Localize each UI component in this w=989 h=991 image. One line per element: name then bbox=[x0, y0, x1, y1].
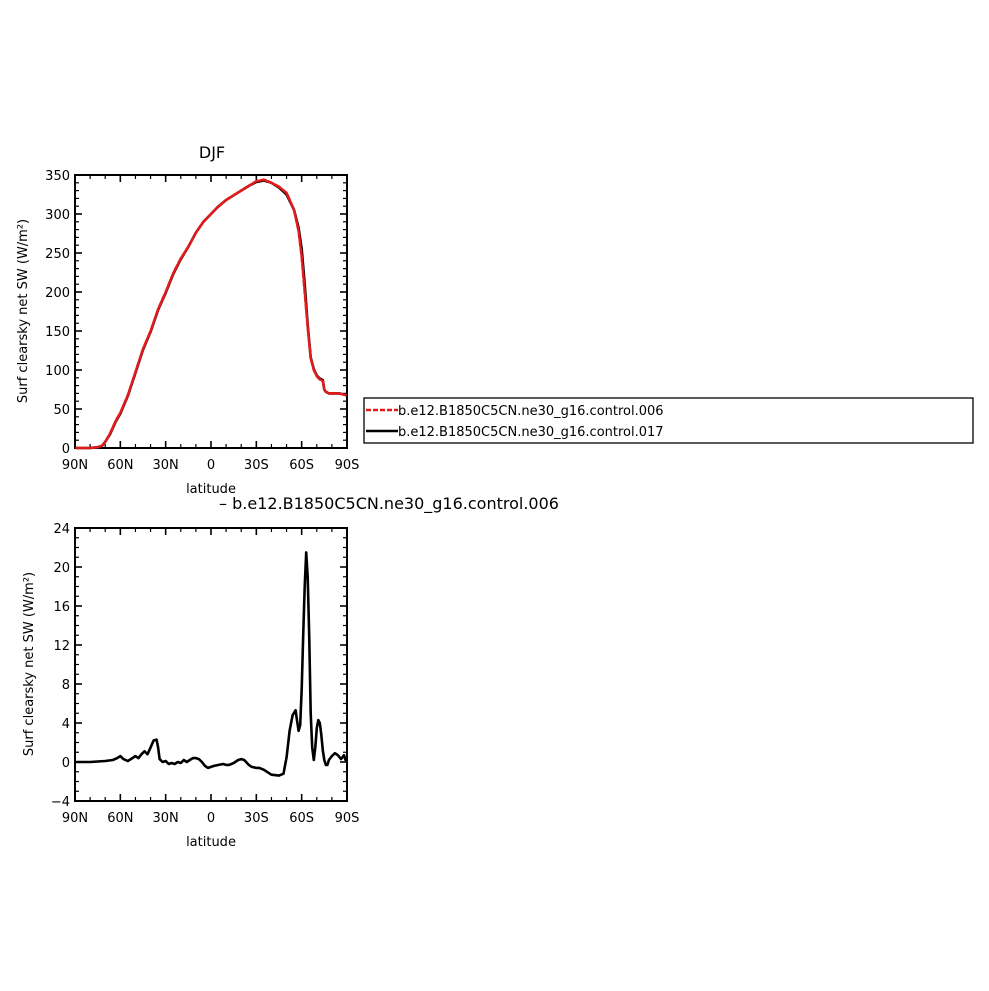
bottom-panel: – b.e12.B1850C5CN.ne30_g16.control.006 9… bbox=[22, 494, 559, 850]
top-panel-title: DJF bbox=[199, 143, 225, 162]
bottom-panel-title: – b.e12.B1850C5CN.ne30_g16.control.006 bbox=[219, 494, 559, 514]
bot-y-tick-label: 4 bbox=[62, 717, 70, 732]
top-x-tick-label: 60S bbox=[289, 458, 314, 473]
top-x-tick-label: 90N bbox=[62, 458, 88, 473]
bottom-y-tick-labels: −4 0 4 8 12 16 20 24 bbox=[51, 522, 70, 810]
bot-x-tick-label: 30S bbox=[244, 811, 269, 826]
bot-y-tick-label: 8 bbox=[62, 678, 70, 693]
top-y-tick-label: 0 bbox=[62, 442, 70, 457]
bottom-series-group bbox=[75, 551, 347, 777]
top-y-tick-label: 150 bbox=[45, 325, 70, 340]
bottom-x-tick-labels: 90N 60N 30N 0 30S 60S 90S bbox=[62, 811, 360, 826]
bot-x-tick-label: 60N bbox=[107, 811, 133, 826]
top-x-tick-label: 90S bbox=[335, 458, 360, 473]
bot-y-tick-label: 20 bbox=[53, 561, 70, 576]
bot-y-tick-label: −4 bbox=[51, 795, 70, 810]
bot-x-tick-label: 30N bbox=[153, 811, 179, 826]
bot-x-tick-label: 60S bbox=[289, 811, 314, 826]
top-y-tick-label: 300 bbox=[45, 208, 70, 223]
bottom-ticks bbox=[74, 527, 348, 802]
top-x-tick-label: 60N bbox=[107, 458, 133, 473]
bot-y-tick-label: 0 bbox=[62, 756, 70, 771]
top-x-tick-labels: 90N 60N 30N 0 30S 60S 90S bbox=[62, 458, 360, 473]
top-y-axis-title: Surf clearsky net SW (W/m²) bbox=[16, 219, 31, 403]
bottom-x-axis-title: latitude bbox=[186, 835, 236, 850]
bot-x-tick-label: 90S bbox=[335, 811, 360, 826]
bot-series-line-1 bbox=[75, 551, 347, 777]
bot-y-tick-label: 24 bbox=[53, 522, 70, 537]
top-y-tick-label: 100 bbox=[45, 364, 70, 379]
top-y-tick-labels: 0 50 100 150 200 250 300 350 bbox=[45, 169, 70, 457]
top-panel: DJF 90N 60N 30N 0 30S 60S 90S 0 50 100 150 200 250 3… bbox=[16, 143, 359, 497]
top-x-tick-label: 0 bbox=[207, 458, 215, 473]
legend: b.e12.B1850C5CN.ne30_g16.control.006 b.e… bbox=[363, 397, 974, 444]
bottom-y-axis-title: Surf clearsky net SW (W/m²) bbox=[22, 572, 37, 756]
top-y-tick-label: 50 bbox=[53, 403, 70, 418]
bot-x-tick-label: 0 bbox=[207, 811, 215, 826]
legend-box bbox=[363, 397, 974, 444]
bot-y-tick-label: 12 bbox=[53, 639, 70, 654]
legend-label-006: b.e12.B1850C5CN.ne30_g16.control.006 bbox=[398, 404, 664, 419]
top-ticks bbox=[74, 174, 348, 449]
top-series-group bbox=[75, 178, 347, 450]
top-y-tick-label: 200 bbox=[45, 286, 70, 301]
bot-y-tick-label: 16 bbox=[53, 600, 70, 615]
bot-x-tick-label: 90N bbox=[62, 811, 88, 826]
top-y-tick-label: 250 bbox=[45, 247, 70, 262]
top-y-tick-label: 350 bbox=[45, 169, 70, 184]
top-x-tick-label: 30S bbox=[244, 458, 269, 473]
top-x-axis-title: latitude bbox=[186, 482, 236, 497]
top-series-line-1 bbox=[75, 178, 347, 450]
top-x-tick-label: 30N bbox=[153, 458, 179, 473]
legend-label-017: b.e12.B1850C5CN.ne30_g16.control.017 bbox=[398, 425, 664, 440]
